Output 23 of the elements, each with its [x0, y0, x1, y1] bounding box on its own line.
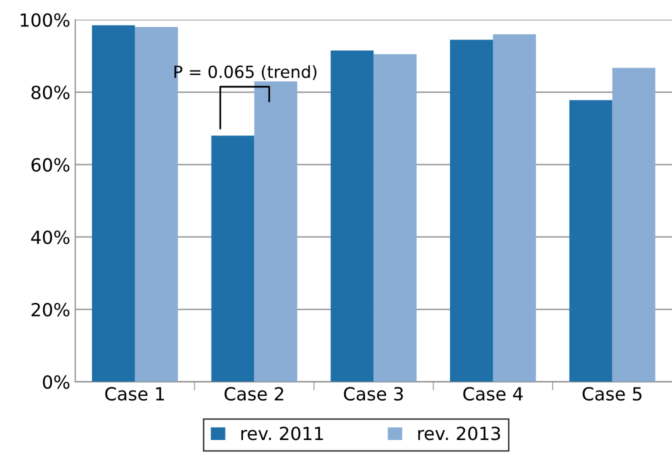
- x-tick-label: Case 2: [224, 386, 284, 401]
- bar: [492, 34, 536, 382]
- y-tick-label: 0%: [42, 375, 70, 389]
- bar: [330, 50, 374, 382]
- y-tick-label: 100%: [20, 13, 70, 27]
- annotation: P = 0.065 (trend): [174, 65, 316, 80]
- y-tick-label: 80%: [31, 86, 70, 100]
- bar: [569, 100, 612, 382]
- bar: [254, 81, 298, 382]
- x-tick-label: Case 1: [105, 386, 164, 401]
- y-tick-label: 20%: [32, 302, 70, 317]
- x-tick-label: Case 5: [582, 386, 642, 401]
- y-tick-label: 60%: [32, 158, 70, 172]
- legend-label: rev. 2013: [418, 426, 500, 440]
- y-tick-label: 40%: [31, 230, 70, 244]
- bar: [612, 68, 656, 382]
- bar: [374, 54, 417, 382]
- bar: [211, 136, 254, 382]
- bar: [450, 40, 493, 382]
- bar: [92, 25, 135, 382]
- x-tick-label: Case 3: [344, 386, 403, 401]
- x-tick-label: Case 4: [463, 386, 523, 401]
- legend-label: rev. 2011: [241, 426, 323, 440]
